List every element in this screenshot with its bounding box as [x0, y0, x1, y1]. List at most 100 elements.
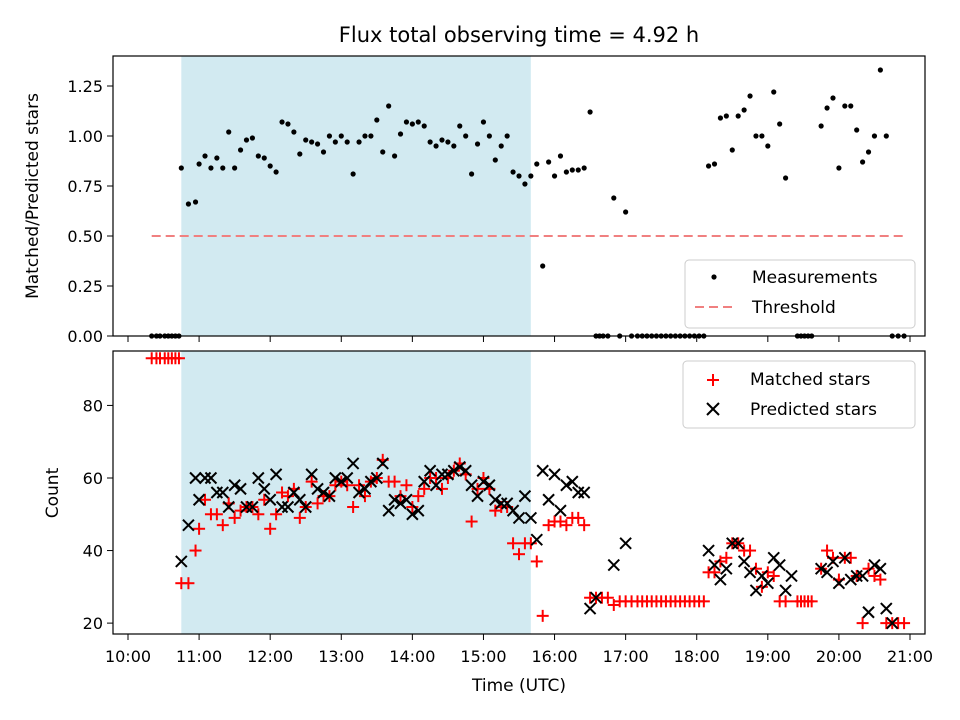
matched-stars-point [264, 522, 277, 535]
x-stroke-b [182, 518, 195, 532]
matched-stars-point [400, 479, 413, 492]
x-stroke-b [886, 616, 899, 630]
bottom-axes-frame [112, 350, 926, 635]
measurement-point [569, 167, 575, 173]
matched-stars-point [305, 475, 318, 488]
predicted-stars-point [886, 616, 899, 630]
x-tick-label: 20:00 [816, 647, 862, 666]
measurement-point [273, 169, 279, 175]
matched-stars-point [228, 511, 241, 524]
x-stroke-b [868, 558, 881, 572]
matched-stars-point [898, 617, 911, 630]
predicted-stars-point [868, 558, 881, 572]
predicted-stars-point [530, 533, 543, 546]
predicted-stars-point [560, 479, 573, 492]
x-stroke-b [429, 479, 443, 492]
y-tick-label: 60 [83, 469, 103, 488]
predicted-stars-point [844, 573, 857, 586]
measurement-point [735, 113, 741, 119]
matched-stars-point [536, 609, 549, 622]
measurement-point [581, 165, 587, 171]
matched-stars-point [821, 544, 834, 557]
x-stroke-b [542, 493, 555, 506]
x-stroke-b [346, 457, 360, 470]
matched-stars-point [347, 501, 360, 514]
measurement-point [314, 141, 321, 147]
matched-stars-point [779, 595, 792, 608]
x-stroke-b [536, 464, 549, 477]
matched-stars-point [513, 548, 525, 561]
measurement-point [192, 199, 199, 205]
predicted-stars-point [471, 489, 484, 503]
predicted-stars-point [814, 562, 828, 575]
measurement-point [782, 175, 789, 181]
predicted-stars-point [204, 471, 218, 485]
predicted-stars-point [175, 555, 188, 568]
predicted-stars-point [429, 479, 443, 492]
measurement-point [409, 121, 415, 127]
measurement-point [249, 135, 256, 141]
measurement-point [386, 103, 392, 109]
matched-stars-point [394, 490, 407, 503]
x-stroke-b [720, 562, 733, 575]
legend-label-matched-stars: Matched stars [750, 370, 870, 390]
legend-label-predicted-stars: Predicted stars [750, 400, 877, 420]
measurement-point [291, 129, 297, 135]
top-panel: Flux total observing time = 4.92 h 0.000… [23, 23, 926, 346]
bottom-panel: 20 40 60 80 10:00 11:00 12:00 13:00 14:00 15:00 16… [43, 350, 933, 696]
matched-stars-point [530, 555, 543, 568]
matched-stars-point [252, 508, 265, 521]
x-stroke-b [548, 468, 561, 481]
x-stroke-b [412, 504, 425, 517]
predicted-stars-point [335, 475, 348, 488]
x-stroke-b [785, 569, 798, 583]
matched-stars-point [560, 519, 573, 532]
x-tick-label: 16:00 [531, 647, 577, 666]
predicted-stars-point [453, 460, 466, 474]
matched-stars-point [465, 515, 478, 528]
measurement-point [208, 165, 214, 171]
predicted-stars-point [518, 489, 532, 503]
predicted-stars-point [554, 504, 567, 517]
x-stroke-b [619, 537, 632, 550]
measurement-point [214, 155, 220, 161]
measurement-point [830, 95, 836, 101]
x-stroke-b [477, 475, 490, 488]
x-stroke-b [400, 493, 413, 506]
matched-stars-point [358, 490, 371, 503]
predicted-stars-point [406, 508, 419, 521]
predicted-stars-point [346, 457, 360, 470]
x-stroke-b [708, 558, 721, 572]
predicted-stars-point [832, 576, 846, 590]
predicted-stars-point [263, 493, 277, 506]
measurement-point [362, 133, 368, 139]
x-stroke-b [566, 475, 579, 488]
measurement-point [563, 169, 569, 175]
measurement-point [344, 139, 350, 145]
predicted-stars-point [489, 493, 502, 506]
predicted-stars-point [862, 606, 875, 619]
y-tick-label: 1.00 [67, 127, 103, 146]
predicted-stars-point [607, 558, 620, 572]
x-tick-label: 17:00 [603, 647, 649, 666]
predicted-stars-point [388, 493, 401, 506]
predicted-stars-point [874, 562, 887, 575]
x-stroke-b [453, 460, 466, 474]
x-stroke-b [560, 479, 573, 492]
x-stroke-b [246, 500, 259, 514]
x-stroke-b [832, 576, 846, 590]
predicted-stars-point [364, 475, 378, 488]
top-legend-box [684, 259, 916, 329]
matched-stars-point [311, 497, 324, 510]
x-stroke-b [749, 584, 763, 597]
matched-stars-point [862, 562, 875, 575]
matched-stars-point [471, 482, 484, 495]
x-stroke-b [761, 576, 775, 590]
x-stroke-b [269, 468, 283, 481]
predicted-stars-point [370, 471, 384, 485]
measurement-point [463, 133, 469, 139]
predicted-stars-point [548, 468, 561, 481]
predicted-stars-point [720, 562, 733, 575]
x-stroke-b [252, 471, 265, 485]
x-stroke-b [743, 566, 757, 579]
